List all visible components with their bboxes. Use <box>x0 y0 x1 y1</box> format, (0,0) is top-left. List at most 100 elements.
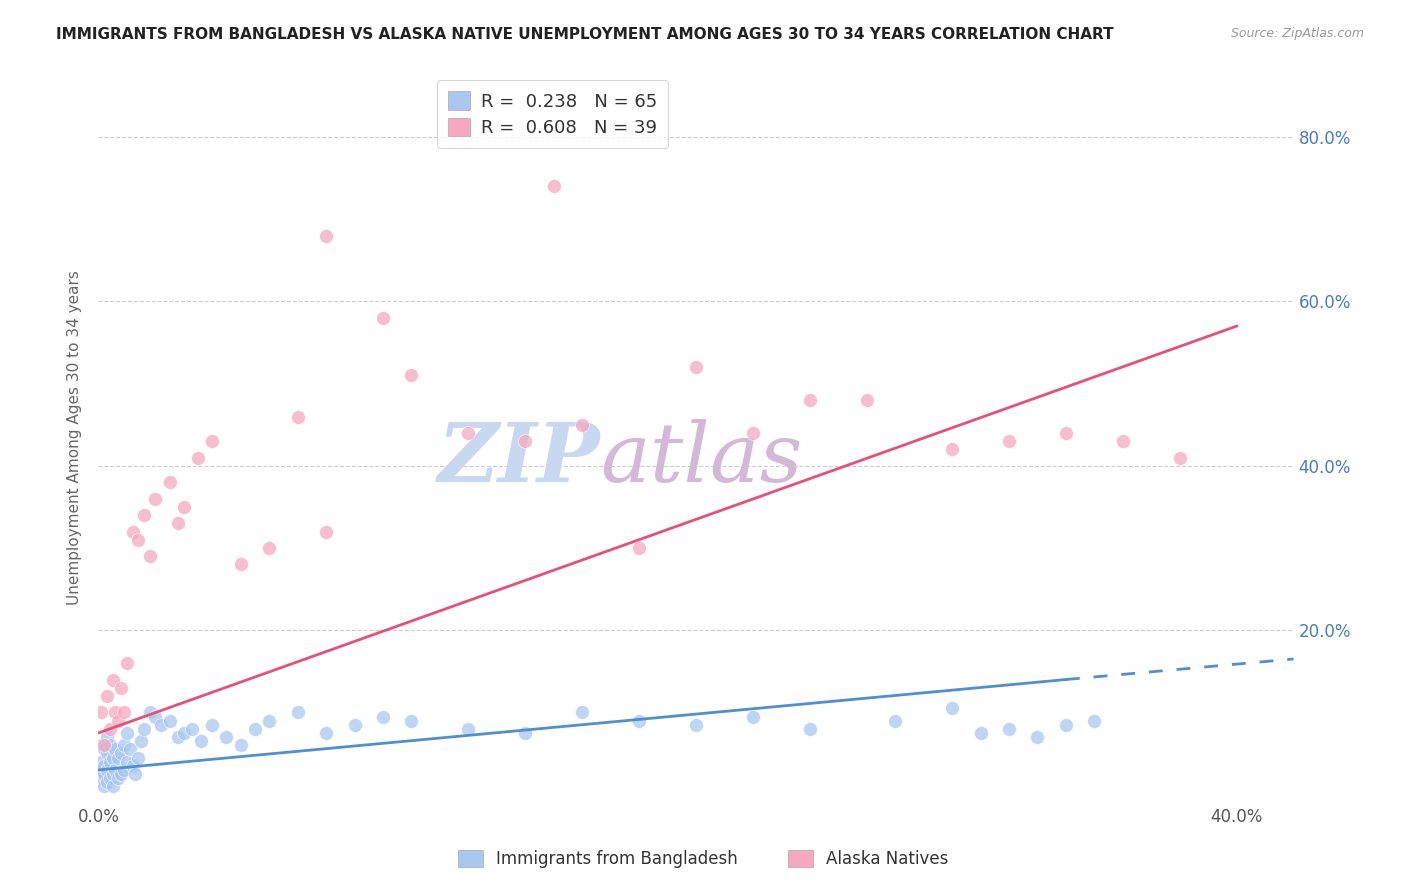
Point <box>112 739 135 753</box>
Point <box>167 516 190 531</box>
Point <box>401 714 423 728</box>
Point <box>127 750 149 764</box>
Point <box>90 706 112 720</box>
Point <box>190 734 212 748</box>
Point <box>799 393 821 408</box>
Point <box>1083 714 1105 728</box>
Text: ZIP: ZIP <box>437 419 600 499</box>
Point <box>118 742 141 756</box>
Point <box>1026 730 1049 744</box>
Point <box>98 771 121 785</box>
Point <box>104 742 127 756</box>
Point <box>243 722 266 736</box>
Point <box>96 775 118 789</box>
Point <box>159 714 181 728</box>
Point <box>167 730 190 744</box>
Point <box>799 722 821 736</box>
Point <box>98 722 121 736</box>
Point <box>96 730 118 744</box>
Point <box>173 726 195 740</box>
Point <box>515 726 537 740</box>
Point <box>315 726 337 740</box>
Point <box>104 763 127 777</box>
Point <box>201 717 224 731</box>
Point <box>115 755 138 769</box>
Point <box>173 500 195 514</box>
Y-axis label: Unemployment Among Ages 30 to 34 years: Unemployment Among Ages 30 to 34 years <box>67 269 83 605</box>
Text: IMMIGRANTS FROM BANGLADESH VS ALASKA NATIVE UNEMPLOYMENT AMONG AGES 30 TO 34 YEA: IMMIGRANTS FROM BANGLADESH VS ALASKA NAT… <box>56 27 1114 42</box>
Point <box>143 709 166 723</box>
Legend: R =  0.238   N = 65, R =  0.608   N = 39: R = 0.238 N = 65, R = 0.608 N = 39 <box>437 80 668 148</box>
Point <box>127 533 149 547</box>
Point <box>121 759 143 773</box>
Point <box>1168 450 1191 465</box>
Point <box>107 771 129 785</box>
Point <box>941 701 963 715</box>
Point <box>115 656 138 670</box>
Point <box>287 706 309 720</box>
Point <box>685 717 707 731</box>
Point <box>93 739 115 753</box>
Point <box>143 491 166 506</box>
Point <box>124 767 146 781</box>
Point <box>941 442 963 457</box>
Point <box>93 759 115 773</box>
Point <box>90 739 112 753</box>
Point <box>969 726 991 740</box>
Point <box>457 722 479 736</box>
Point <box>112 706 135 720</box>
Point <box>215 730 238 744</box>
Point <box>90 755 112 769</box>
Text: atlas: atlas <box>600 419 803 499</box>
Point <box>150 717 173 731</box>
Point <box>132 508 155 523</box>
Point <box>107 750 129 764</box>
Point <box>93 780 115 794</box>
Point <box>257 714 280 728</box>
Point <box>343 717 366 731</box>
Point <box>287 409 309 424</box>
Point <box>129 734 152 748</box>
Point <box>93 767 115 781</box>
Point <box>159 475 181 490</box>
Point <box>104 706 127 720</box>
Point <box>628 541 651 555</box>
Point <box>98 739 121 753</box>
Point <box>101 767 124 781</box>
Point <box>101 673 124 687</box>
Point <box>543 179 565 194</box>
Point <box>93 742 115 756</box>
Point <box>181 722 204 736</box>
Point <box>1054 717 1077 731</box>
Legend: Immigrants from Bangladesh, Alaska Natives: Immigrants from Bangladesh, Alaska Nativ… <box>451 843 955 875</box>
Point <box>132 722 155 736</box>
Point <box>107 714 129 728</box>
Point <box>101 750 124 764</box>
Point <box>741 709 763 723</box>
Point <box>1112 434 1135 449</box>
Point <box>187 450 209 465</box>
Point <box>229 558 252 572</box>
Point <box>96 689 118 703</box>
Point <box>457 425 479 440</box>
Point <box>1054 425 1077 440</box>
Point <box>101 780 124 794</box>
Point <box>115 726 138 740</box>
Point <box>110 681 132 695</box>
Point <box>571 706 593 720</box>
Point <box>741 425 763 440</box>
Point <box>201 434 224 449</box>
Point <box>98 755 121 769</box>
Point <box>998 434 1021 449</box>
Point <box>628 714 651 728</box>
Point <box>515 434 537 449</box>
Point <box>571 417 593 432</box>
Point <box>998 722 1021 736</box>
Point <box>371 709 394 723</box>
Point <box>315 228 337 243</box>
Point <box>685 360 707 375</box>
Point <box>121 524 143 539</box>
Point <box>138 706 160 720</box>
Text: Source: ZipAtlas.com: Source: ZipAtlas.com <box>1230 27 1364 40</box>
Point <box>110 747 132 761</box>
